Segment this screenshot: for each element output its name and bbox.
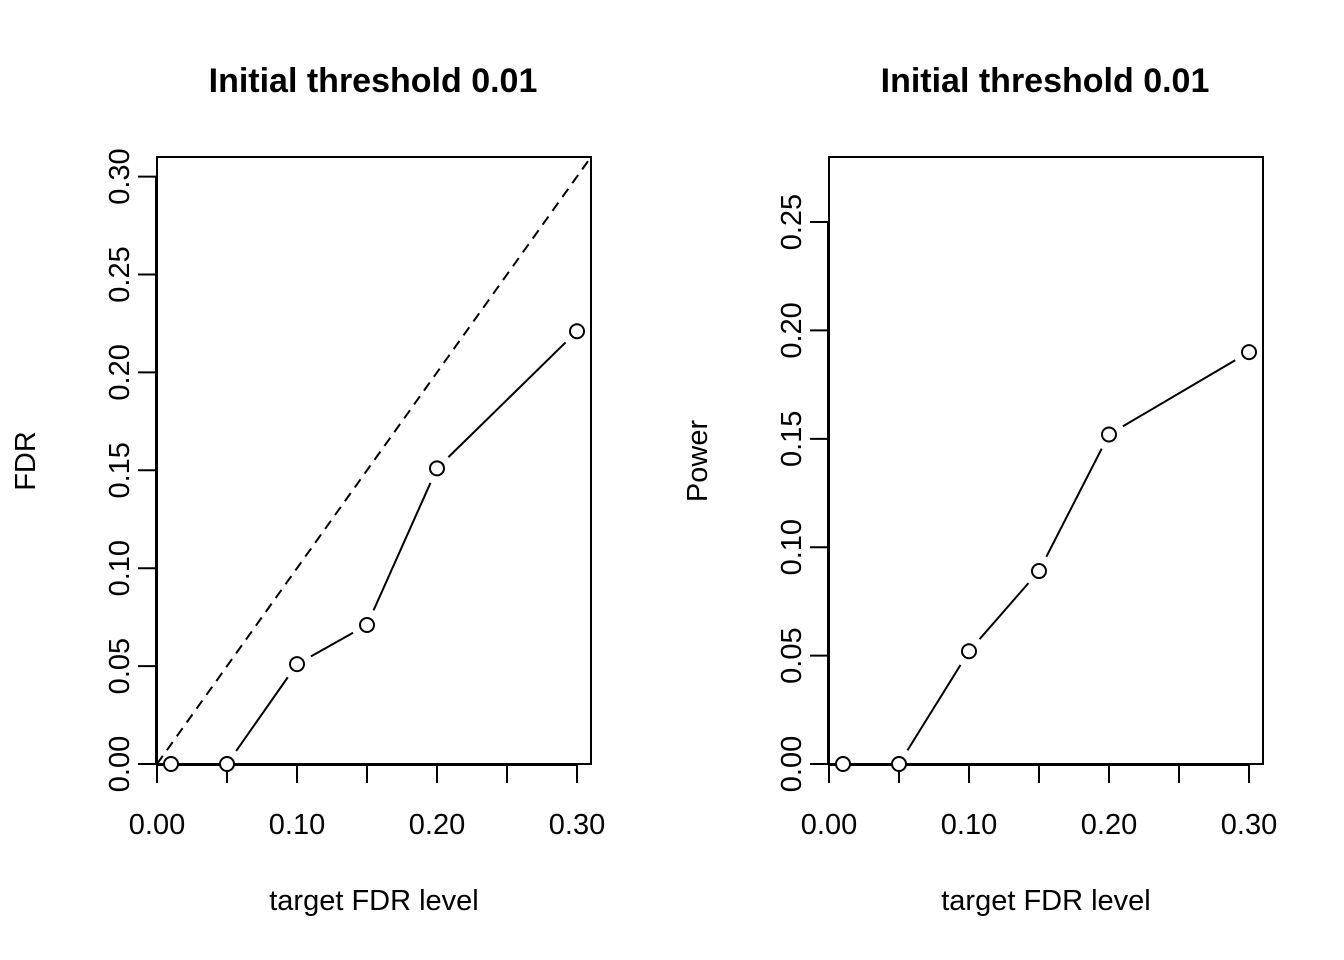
series-segment xyxy=(372,482,432,611)
data-point xyxy=(961,643,977,660)
plot-frame xyxy=(828,156,1264,765)
y-tick-label: 0.10 xyxy=(776,519,808,575)
series-segment xyxy=(447,341,567,458)
series-segment xyxy=(1045,448,1103,558)
y-tick-label: 0.30 xyxy=(104,148,136,204)
y-tick-label: 0.25 xyxy=(104,246,136,302)
data-point xyxy=(219,756,235,772)
y-axis-label: FDR xyxy=(10,431,42,491)
x-tick-label: 0.30 xyxy=(1221,809,1277,841)
data-point xyxy=(359,616,375,633)
reference-line xyxy=(156,156,592,765)
data-point xyxy=(429,460,445,477)
power-panel: Initial threshold 0.01 target FDR level … xyxy=(682,62,1277,917)
data-point xyxy=(1101,426,1117,443)
chart-title: Initial threshold 0.01 xyxy=(209,62,538,100)
x-tick-label: 0.00 xyxy=(801,809,857,841)
fdr-panel: Initial threshold 0.01 target FDR level … xyxy=(10,62,605,917)
series-segment xyxy=(978,582,1030,640)
y-tick-label: 0.05 xyxy=(104,638,136,694)
y-tick-label: 0.05 xyxy=(776,627,808,683)
series-segment xyxy=(1122,359,1236,428)
x-tick-label: 0.30 xyxy=(549,809,605,841)
y-tick-label: 0.00 xyxy=(104,736,136,792)
series-segment xyxy=(310,631,354,658)
x-tick-label: 0.20 xyxy=(1081,809,1137,841)
data-point xyxy=(163,756,179,772)
series-segment xyxy=(235,676,289,752)
data-point xyxy=(1241,344,1257,361)
x-tick-label: 0.00 xyxy=(129,809,185,841)
y-tick-label: 0.20 xyxy=(104,344,136,400)
data-point xyxy=(569,323,585,340)
y-tick-label: 0.25 xyxy=(776,194,808,250)
data-point xyxy=(289,656,305,673)
data-point xyxy=(835,756,851,772)
y-tick-label: 0.15 xyxy=(104,442,136,498)
y-tick-label: 0.10 xyxy=(104,540,136,596)
x-tick-label: 0.10 xyxy=(941,809,997,841)
x-axis-label: target FDR level xyxy=(269,885,479,917)
x-tick-label: 0.20 xyxy=(409,809,465,841)
data-point xyxy=(1031,563,1047,580)
x-axis-label: target FDR level xyxy=(941,885,1151,917)
chart-title: Initial threshold 0.01 xyxy=(881,62,1210,100)
y-tick-label: 0.00 xyxy=(776,736,808,792)
y-axis-label: Power xyxy=(682,420,714,503)
x-tick-label: 0.10 xyxy=(269,809,325,841)
series-segment xyxy=(906,664,962,751)
y-tick-label: 0.15 xyxy=(776,411,808,467)
data-point xyxy=(891,756,907,772)
y-tick-label: 0.20 xyxy=(776,302,808,358)
